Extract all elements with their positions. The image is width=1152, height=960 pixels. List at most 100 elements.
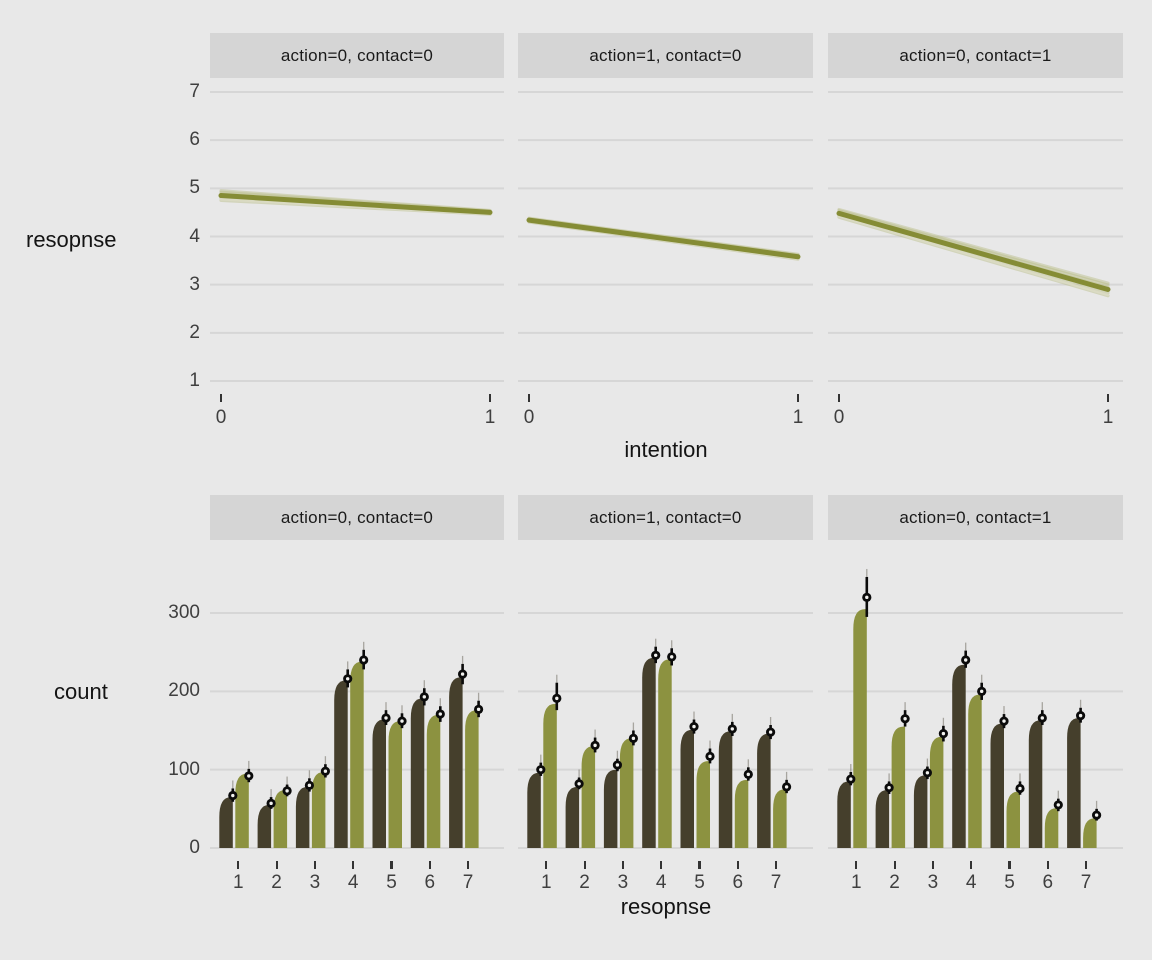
point-marker-center bbox=[400, 719, 404, 723]
bottom-x-tick-label-0-7: 7 bbox=[462, 872, 474, 893]
bottom-x-tick-label-1-7: 7 bbox=[770, 872, 782, 893]
trend-light-strand bbox=[837, 215, 1110, 297]
bar-olive bbox=[773, 789, 787, 848]
bar-dark bbox=[642, 657, 656, 848]
top-y-axis-title: resopnse bbox=[26, 227, 117, 252]
point-marker-center bbox=[384, 716, 388, 720]
bar-dark bbox=[334, 680, 348, 848]
bar-dark bbox=[527, 772, 541, 848]
top-facet-strip-2: action=0, contact=1 bbox=[828, 33, 1123, 78]
bottom-facet-panel-2 bbox=[828, 540, 1123, 852]
bottom-x-tick-0-7 bbox=[467, 861, 470, 869]
point-marker-center bbox=[362, 658, 366, 662]
point-marker-center bbox=[1018, 786, 1022, 791]
bottom-x-tick-label-0-2: 2 bbox=[271, 872, 282, 893]
bottom-x-tick-label-2-6: 6 bbox=[1042, 872, 1054, 893]
point-marker-center bbox=[615, 763, 620, 767]
bar-olive bbox=[968, 694, 982, 848]
point-marker-center bbox=[577, 782, 581, 786]
point-marker-center bbox=[555, 696, 559, 701]
bottom-x-tick-label-2-4: 4 bbox=[965, 872, 977, 893]
top-x-tick-label-2-1: 1 bbox=[1102, 407, 1114, 428]
bar-dark bbox=[219, 797, 233, 848]
point-marker-center bbox=[903, 717, 907, 721]
point-marker-center bbox=[849, 777, 853, 781]
bottom-x-tick-1-1 bbox=[545, 861, 548, 869]
top-x-tick-2-1 bbox=[1106, 394, 1110, 402]
bottom-facet-strip-0: action=0, contact=0 bbox=[210, 495, 504, 540]
top-facet-panel-1 bbox=[518, 78, 813, 391]
bottom-x-tick-2-7 bbox=[1085, 861, 1088, 869]
bar-dark bbox=[257, 804, 272, 848]
bar-olive bbox=[1083, 818, 1097, 848]
point-marker-center bbox=[980, 689, 984, 694]
top-y-tick-label-4: 4 bbox=[189, 225, 200, 247]
point-marker-center bbox=[768, 730, 773, 734]
point-marker-center bbox=[670, 655, 674, 659]
bottom-x-tick-2-6 bbox=[1046, 861, 1049, 869]
bottom-x-tick-0-6 bbox=[428, 861, 431, 869]
bar-olive bbox=[388, 721, 402, 848]
bar-dark bbox=[718, 731, 733, 848]
bar-dark bbox=[837, 781, 851, 848]
top-facet-panel-0 bbox=[210, 78, 504, 391]
bar-dark bbox=[875, 790, 890, 848]
point-marker-center bbox=[1078, 713, 1083, 718]
bottom-x-tick-2-2 bbox=[893, 861, 896, 869]
bottom-x-tick-label-0-1: 1 bbox=[233, 872, 244, 893]
bar-dark bbox=[913, 775, 928, 848]
bar-olive bbox=[619, 738, 634, 848]
bottom-x-tick-0-1 bbox=[237, 861, 240, 869]
top-x-tick-1-0 bbox=[527, 394, 531, 402]
line-plot-svg bbox=[828, 78, 1123, 391]
trend-line bbox=[526, 217, 801, 260]
point-marker-center bbox=[941, 731, 946, 736]
bottom-x-tick-label-2-2: 2 bbox=[889, 872, 900, 893]
bottom-x-axis-title: resopnse bbox=[620, 894, 712, 919]
point-marker-center bbox=[346, 677, 350, 681]
line-plot-svg bbox=[210, 78, 504, 391]
bottom-x-tick-label-1-1: 1 bbox=[541, 872, 552, 893]
point-marker-center bbox=[476, 707, 481, 712]
trend-halo-strand bbox=[837, 209, 1110, 287]
bottom-x-tick-label-1-6: 6 bbox=[732, 872, 744, 893]
point-marker-center bbox=[784, 785, 789, 789]
bar-dark bbox=[1067, 718, 1081, 848]
bar-olive bbox=[426, 714, 441, 848]
bottom-facet-strip-2: action=0, contact=1 bbox=[828, 495, 1123, 540]
point-marker-center bbox=[285, 789, 289, 793]
point-marker-center bbox=[1040, 716, 1044, 720]
point-marker-center bbox=[654, 653, 658, 658]
bottom-x-tick-1-3 bbox=[621, 861, 624, 869]
bar-olive bbox=[543, 703, 557, 848]
point-marker-center bbox=[247, 774, 251, 778]
bottom-x-tick-0-4 bbox=[352, 861, 355, 869]
bottom-x-tick-2-5 bbox=[1008, 861, 1011, 869]
bottom-x-tick-label-2-7: 7 bbox=[1080, 872, 1092, 893]
bar-olive bbox=[350, 661, 364, 848]
top-y-tick-label-2: 2 bbox=[189, 321, 200, 343]
top-y-tick-label-3: 3 bbox=[189, 273, 200, 295]
bottom-x-tick-label-0-6: 6 bbox=[424, 872, 436, 893]
bottom-x-tick-label-0-5: 5 bbox=[386, 872, 397, 893]
bar-dark bbox=[1028, 720, 1043, 848]
top-x-tick-label-1-1: 1 bbox=[792, 407, 804, 428]
bottom-y-tick-label-0: 0 bbox=[189, 837, 200, 858]
bar-olive bbox=[1044, 808, 1059, 848]
top-x-tick-2-0 bbox=[837, 394, 841, 402]
bar-olive bbox=[581, 746, 596, 848]
bar-dark bbox=[410, 698, 425, 848]
bottom-x-tick-0-3 bbox=[313, 861, 316, 869]
bar-plot-svg bbox=[828, 540, 1123, 852]
trend-line bbox=[836, 210, 1111, 292]
bottom-x-tick-label-1-5: 5 bbox=[694, 872, 705, 893]
bottom-x-tick-2-3 bbox=[931, 861, 934, 869]
bottom-x-tick-label-2-5: 5 bbox=[1004, 872, 1015, 893]
top-x-tick-0-0 bbox=[219, 394, 223, 402]
point-marker-center bbox=[231, 793, 235, 798]
bar-olive bbox=[273, 790, 288, 848]
top-x-tick-label-1-0: 0 bbox=[523, 407, 535, 428]
bar-olive bbox=[891, 726, 906, 848]
point-marker-center bbox=[593, 743, 597, 748]
bottom-y-tick-label-200: 200 bbox=[168, 680, 200, 702]
